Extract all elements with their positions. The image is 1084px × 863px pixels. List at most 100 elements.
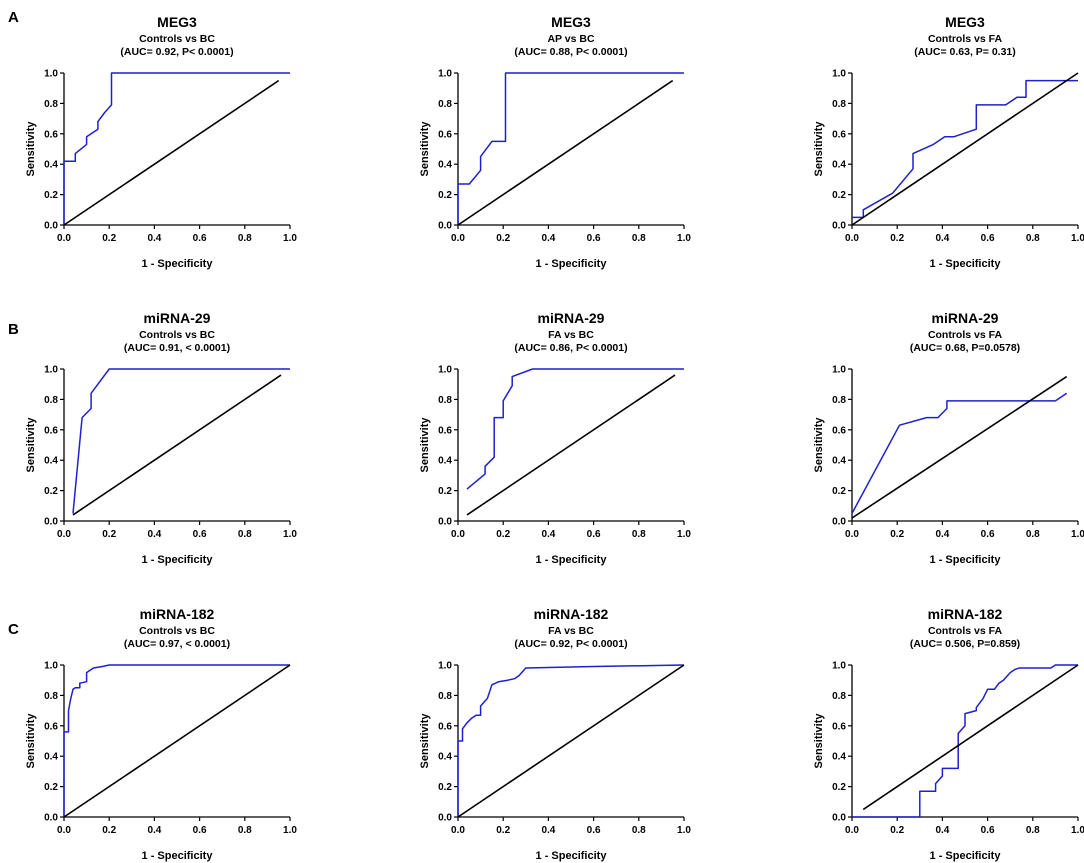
y-tick-label: 0.4 bbox=[44, 160, 58, 171]
y-tick-label: 1.0 bbox=[44, 365, 58, 376]
chart-annotation: (AUC= 0.97, < 0.0001) bbox=[124, 638, 230, 650]
roc-panel-9: miRNA-182 Controls vs FA(AUC= 0.506, P=0.… bbox=[813, 606, 1084, 862]
y-axis-label: Sensitivity bbox=[419, 713, 431, 769]
x-tick-label: 0.4 bbox=[935, 825, 949, 836]
y-tick-label: 0.0 bbox=[438, 221, 452, 232]
x-tick-label: 0.0 bbox=[845, 233, 859, 244]
x-tick-label: 1.0 bbox=[1071, 529, 1084, 540]
y-tick-label: 0.2 bbox=[832, 190, 846, 201]
panel-letter-b: B bbox=[8, 321, 19, 338]
chart-subtitle: Controls vs BC bbox=[139, 33, 215, 45]
x-tick-label: 0.4 bbox=[935, 233, 949, 244]
roc-curve bbox=[63, 664, 290, 817]
x-tick-label: 0.0 bbox=[57, 529, 71, 540]
x-tick-label: 0.2 bbox=[890, 233, 904, 244]
chart-title: miRNA-29 bbox=[538, 310, 605, 326]
y-tick-label: 0.6 bbox=[44, 129, 58, 140]
x-tick-label: 0.0 bbox=[451, 233, 465, 244]
y-axis-label: Sensitivity bbox=[813, 713, 825, 769]
y-tick-label: 0.2 bbox=[438, 486, 452, 497]
chart-title: miRNA-182 bbox=[534, 606, 609, 622]
chart-title: MEG3 bbox=[551, 14, 591, 30]
x-axis-label: 1 - Specificity bbox=[930, 554, 1002, 566]
y-axis-label: Sensitivity bbox=[25, 121, 37, 177]
y-tick-label: 1.0 bbox=[832, 365, 846, 376]
x-tick-label: 0.8 bbox=[632, 529, 646, 540]
y-tick-label: 1.0 bbox=[832, 69, 846, 80]
y-tick-label: 1.0 bbox=[438, 661, 452, 672]
reference-line bbox=[457, 664, 685, 818]
y-axis-label: Sensitivity bbox=[419, 121, 431, 177]
y-tick-label: 0.0 bbox=[438, 517, 452, 528]
roc-curve bbox=[466, 368, 684, 490]
chart-title: miRNA-29 bbox=[932, 310, 999, 326]
chart-subtitle: Controls vs FA bbox=[928, 33, 1003, 45]
x-axis-label: 1 - Specificity bbox=[536, 850, 608, 862]
y-tick-label: 0.0 bbox=[832, 813, 846, 824]
x-tick-label: 0.0 bbox=[845, 529, 859, 540]
x-tick-label: 0.8 bbox=[238, 825, 252, 836]
roc-curve bbox=[63, 72, 290, 225]
reference-line bbox=[851, 375, 1068, 519]
x-axis-label: 1 - Specificity bbox=[142, 258, 214, 270]
x-tick-label: 0.2 bbox=[890, 825, 904, 836]
x-tick-label: 0.4 bbox=[147, 529, 161, 540]
y-tick-label: 1.0 bbox=[44, 69, 58, 80]
y-tick-label: 0.6 bbox=[44, 425, 58, 436]
x-tick-label: 0.2 bbox=[102, 825, 116, 836]
x-tick-label: 0.2 bbox=[890, 529, 904, 540]
reference-line bbox=[466, 374, 676, 516]
x-tick-label: 1.0 bbox=[1071, 825, 1084, 836]
y-tick-label: 0.2 bbox=[44, 782, 58, 793]
roc-panel-1: MEG3 Controls vs BC(AUC= 0.92, P< 0.0001)… bbox=[25, 14, 297, 270]
y-tick-label: 1.0 bbox=[438, 365, 452, 376]
y-tick-label: 0.8 bbox=[44, 99, 58, 110]
y-tick-label: 0.4 bbox=[832, 456, 846, 467]
x-tick-label: 0.6 bbox=[193, 825, 207, 836]
panel-letter-c: C bbox=[8, 621, 19, 638]
y-tick-label: 0.4 bbox=[44, 456, 58, 467]
reference-line bbox=[457, 79, 674, 226]
y-tick-label: 0.0 bbox=[44, 221, 58, 232]
roc-panel-8: miRNA-182 FA vs BC(AUC= 0.92, P< 0.0001) 0… bbox=[419, 606, 691, 862]
chart-annotation: (AUC= 0.92, P< 0.0001) bbox=[120, 46, 233, 58]
roc-curve bbox=[851, 392, 1068, 514]
chart-subtitle: Controls vs BC bbox=[139, 329, 215, 341]
y-tick-label: 0.6 bbox=[438, 129, 452, 140]
y-tick-label: 0.8 bbox=[832, 691, 846, 702]
x-tick-label: 0.8 bbox=[238, 529, 252, 540]
y-tick-label: 0.4 bbox=[438, 752, 452, 763]
y-tick-label: 0.8 bbox=[438, 691, 452, 702]
x-tick-label: 0.8 bbox=[1026, 233, 1040, 244]
x-tick-label: 0.8 bbox=[1026, 825, 1040, 836]
x-tick-label: 1.0 bbox=[677, 529, 691, 540]
x-tick-label: 0.0 bbox=[57, 233, 71, 244]
y-tick-label: 1.0 bbox=[832, 661, 846, 672]
x-tick-label: 0.6 bbox=[587, 529, 601, 540]
x-tick-label: 0.4 bbox=[147, 825, 161, 836]
chart-annotation: (AUC= 0.88, P< 0.0001) bbox=[514, 46, 627, 58]
chart-subtitle: Controls vs BC bbox=[139, 625, 215, 637]
y-tick-label: 0.6 bbox=[832, 721, 846, 732]
x-tick-label: 1.0 bbox=[1071, 233, 1084, 244]
x-tick-label: 1.0 bbox=[677, 233, 691, 244]
y-tick-label: 0.8 bbox=[44, 691, 58, 702]
roc-curve bbox=[852, 664, 1078, 818]
x-tick-label: 0.8 bbox=[238, 233, 252, 244]
roc-curve bbox=[457, 72, 684, 225]
chart-title: MEG3 bbox=[157, 14, 197, 30]
x-tick-label: 1.0 bbox=[677, 825, 691, 836]
chart-subtitle: FA vs BC bbox=[548, 329, 594, 341]
y-tick-label: 0.4 bbox=[832, 160, 846, 171]
x-tick-label: 1.0 bbox=[283, 825, 297, 836]
x-axis-label: 1 - Specificity bbox=[930, 850, 1002, 862]
x-tick-label: 0.4 bbox=[541, 233, 555, 244]
chart-subtitle: Controls vs FA bbox=[928, 329, 1003, 341]
x-axis-label: 1 - Specificity bbox=[536, 258, 608, 270]
y-tick-label: 1.0 bbox=[438, 69, 452, 80]
chart-subtitle: AP vs BC bbox=[547, 33, 594, 45]
roc-panel-4: miRNA-29 Controls vs BC(AUC= 0.91, < 0.00… bbox=[25, 310, 297, 566]
x-tick-label: 0.0 bbox=[845, 825, 859, 836]
y-tick-label: 0.6 bbox=[832, 129, 846, 140]
